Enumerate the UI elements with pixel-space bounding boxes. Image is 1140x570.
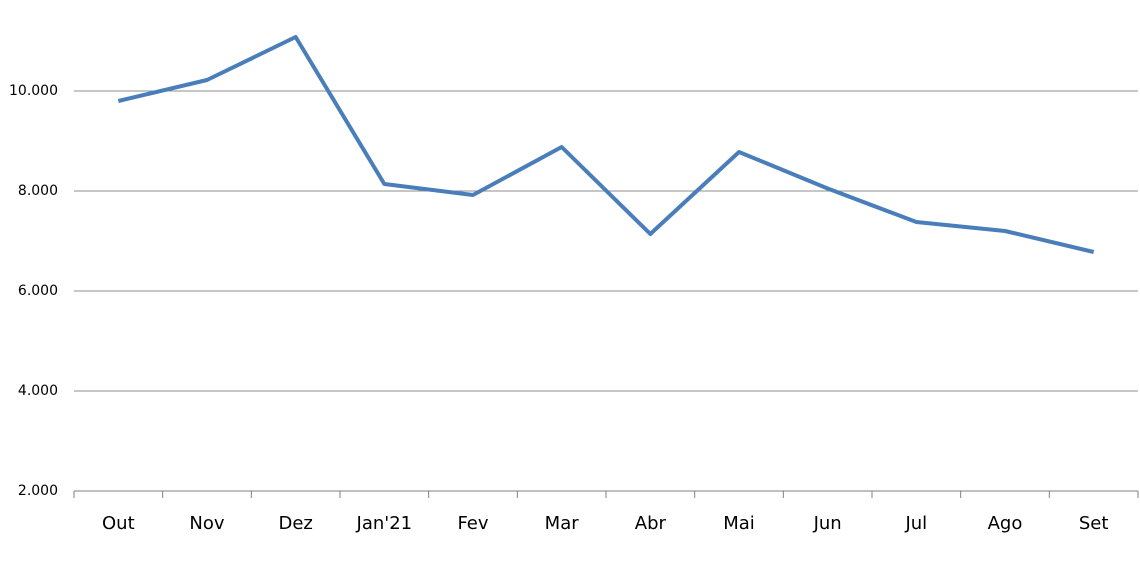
x-tick-label: Jan'21 [356, 513, 413, 534]
y-tick-label: 4.000 [18, 383, 58, 399]
y-tick-label: 6.000 [18, 283, 58, 299]
y-tick-label: 2.000 [18, 483, 58, 499]
x-tick-label: Mai [723, 513, 755, 534]
x-tick-label: Nov [189, 513, 224, 534]
x-tick-label: Abr [635, 513, 667, 534]
x-tick-label: Ago [988, 513, 1023, 534]
series-line [117, 35, 1095, 254]
x-tick-label: Jun [813, 513, 842, 534]
y-tick-label: 10.000 [9, 83, 58, 99]
x-tick-label: Fev [457, 513, 488, 534]
y-tick-label: 8.000 [18, 183, 58, 199]
x-tick-label: Mar [545, 513, 580, 534]
x-tick-label: Out [102, 513, 135, 534]
x-tick-label: Set [1079, 513, 1109, 534]
x-tick-label: Jul [904, 513, 927, 534]
x-tick-label: Dez [278, 513, 312, 534]
